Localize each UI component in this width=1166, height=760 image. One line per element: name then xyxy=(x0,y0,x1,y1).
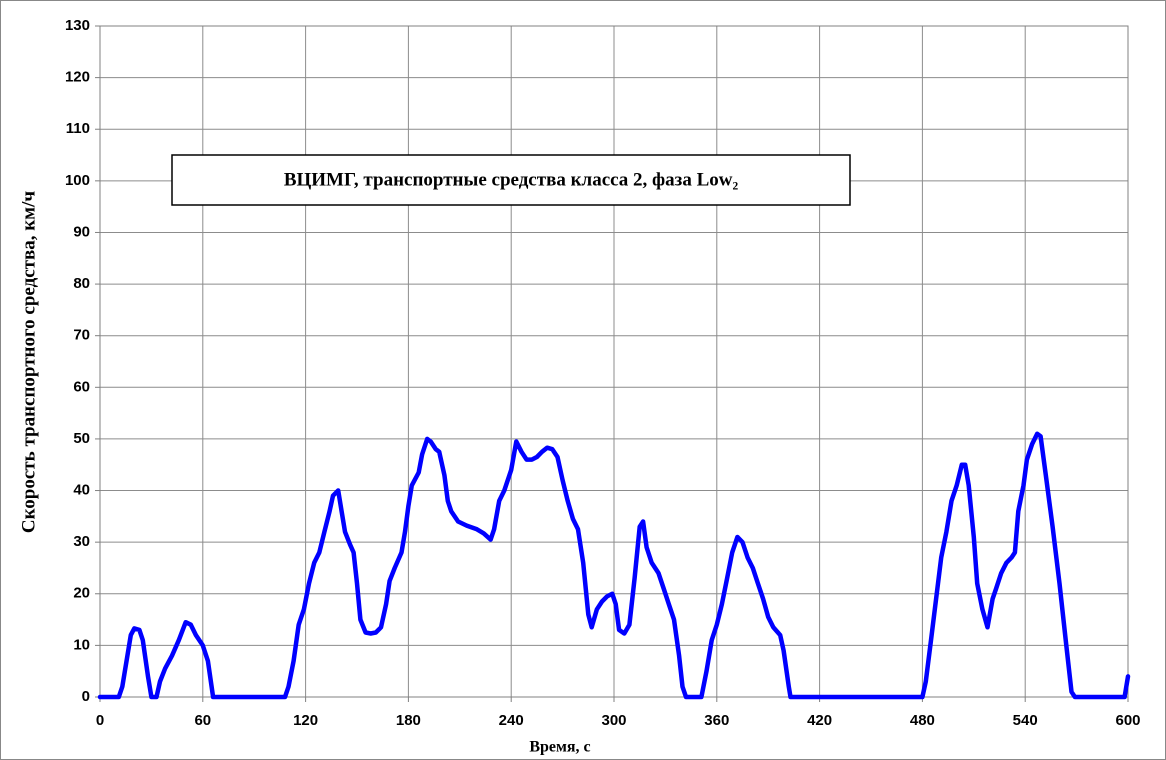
x-tick-label: 180 xyxy=(396,712,421,729)
marks xyxy=(97,431,1131,700)
y-tick-label: 70 xyxy=(73,327,90,344)
y-tick-label: 90 xyxy=(73,223,90,240)
y-tick-label: 50 xyxy=(73,430,90,447)
x-tick-label: 420 xyxy=(807,712,832,729)
title-box xyxy=(171,154,851,206)
y-tick-label: 130 xyxy=(65,17,90,34)
y-tick-label: 80 xyxy=(73,275,90,292)
y-tick-label: 0 xyxy=(82,688,90,705)
y-tick-label: 30 xyxy=(73,533,90,550)
y-tick-label: 110 xyxy=(66,120,90,137)
chart-title: ВЦИМГ, транспортные средства класса 2, ф… xyxy=(284,169,739,190)
y-tick-label: 20 xyxy=(73,585,90,602)
x-tick-label: 0 xyxy=(96,712,104,729)
y-tick-label: 100 xyxy=(65,172,90,189)
y-tick-label: 40 xyxy=(73,482,90,499)
x-tick-label: 360 xyxy=(704,712,729,729)
x-tick-label: 300 xyxy=(601,712,626,729)
y-tick-label: 10 xyxy=(73,636,90,653)
y-axis-label: Скорость транспортного средства, км/ч xyxy=(18,191,39,533)
x-tick-label: 600 xyxy=(1115,712,1140,729)
plot-frame xyxy=(99,25,1129,698)
x-tick-label: 540 xyxy=(1013,712,1038,729)
x-tick-label: 480 xyxy=(910,712,935,729)
x-tick-label: 240 xyxy=(499,712,524,729)
x-tick-label: 120 xyxy=(293,712,318,729)
y-tick-label: 120 xyxy=(65,69,90,86)
x-tick-label: 60 xyxy=(194,712,211,729)
x-axis-label: Время, с xyxy=(529,739,590,756)
y-tick-label: 60 xyxy=(73,378,90,395)
speed-line xyxy=(97,431,1131,700)
